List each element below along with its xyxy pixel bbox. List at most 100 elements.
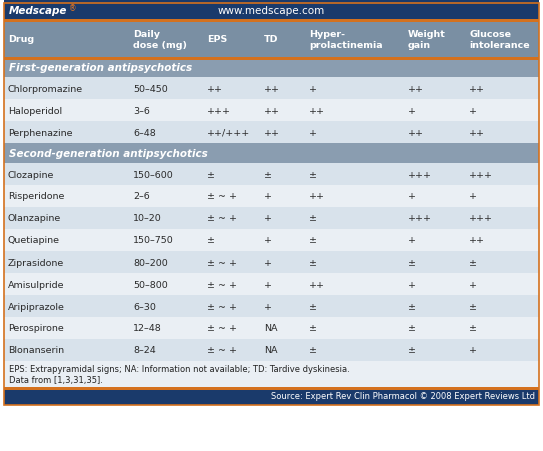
Text: 50–800: 50–800: [133, 280, 168, 289]
Text: ±: ±: [310, 346, 317, 355]
Text: ± ~ +: ± ~ +: [207, 214, 237, 223]
Text: +: +: [264, 302, 272, 311]
Text: Aripiprazole: Aripiprazole: [8, 302, 65, 311]
Text: ± ~ +: ± ~ +: [207, 302, 237, 311]
Text: 150–600: 150–600: [133, 170, 174, 179]
Text: NA: NA: [264, 324, 278, 333]
Text: +: +: [310, 84, 317, 93]
Text: +: +: [408, 192, 416, 201]
Text: 2–6: 2–6: [133, 192, 150, 201]
Text: ±: ±: [310, 170, 317, 179]
Text: Perospirone: Perospirone: [8, 324, 64, 333]
Text: ±: ±: [310, 236, 317, 245]
Text: ±: ±: [207, 236, 214, 245]
Text: +++: +++: [408, 214, 432, 223]
Text: ++: ++: [264, 84, 280, 93]
Text: +: +: [264, 280, 272, 289]
Text: TD: TD: [264, 36, 279, 44]
Text: ++: ++: [408, 128, 424, 137]
Text: +: +: [264, 192, 272, 201]
Bar: [4, 122, 539, 144]
Text: 80–200: 80–200: [133, 258, 168, 267]
Text: Drug: Drug: [8, 36, 34, 44]
Text: ±: ±: [310, 258, 317, 267]
Text: +: +: [264, 258, 272, 267]
Text: ±: ±: [469, 258, 477, 267]
Text: Clozapine: Clozapine: [8, 170, 54, 179]
Text: Second-generation antipsychotics: Second-generation antipsychotics: [9, 149, 208, 159]
Text: ++: ++: [264, 106, 280, 115]
Text: ±: ±: [408, 346, 416, 355]
Text: Glucose
intolerance: Glucose intolerance: [469, 30, 530, 50]
Text: +: +: [408, 280, 416, 289]
Text: ±: ±: [469, 324, 477, 333]
Bar: [4, 207, 539, 230]
Text: 150–750: 150–750: [133, 236, 174, 245]
Bar: [4, 22, 539, 58]
Text: ±: ±: [408, 258, 416, 267]
Text: Ziprasidone: Ziprasidone: [8, 258, 64, 267]
Text: ++: ++: [310, 192, 325, 201]
Text: ±: ±: [408, 302, 416, 311]
Text: 3–6: 3–6: [133, 106, 150, 115]
Text: +: +: [469, 280, 477, 289]
Bar: [4, 100, 539, 122]
Text: ±: ±: [264, 170, 272, 179]
Text: ± ~ +: ± ~ +: [207, 346, 237, 355]
Text: +: +: [264, 236, 272, 245]
Text: Weight
gain: Weight gain: [408, 30, 446, 50]
Text: Data from [1,3,31,35].: Data from [1,3,31,35].: [9, 376, 103, 385]
Text: ± ~ +: ± ~ +: [207, 324, 237, 333]
Bar: [4, 164, 539, 186]
Text: +++: +++: [469, 170, 493, 179]
Text: First-generation antipsychotics: First-generation antipsychotics: [9, 63, 192, 73]
Text: +: +: [408, 236, 416, 245]
Text: Olanzapine: Olanzapine: [8, 214, 61, 223]
Bar: [4, 78, 539, 100]
Bar: [4, 295, 539, 318]
Bar: [4, 58, 539, 60]
Text: ++: ++: [207, 84, 223, 93]
Bar: [4, 387, 539, 390]
Text: Chlorpromazine: Chlorpromazine: [8, 84, 83, 93]
Text: +: +: [469, 346, 477, 355]
Text: Risperidone: Risperidone: [8, 192, 65, 201]
Text: +: +: [469, 192, 477, 201]
Bar: [4, 273, 539, 295]
Bar: [4, 230, 539, 252]
Text: ± ~ +: ± ~ +: [207, 192, 237, 201]
Bar: [4, 4, 539, 405]
Text: Source: Expert Rev Clin Pharmacol © 2008 Expert Reviews Ltd: Source: Expert Rev Clin Pharmacol © 2008…: [271, 391, 535, 400]
Text: 50–450: 50–450: [133, 84, 168, 93]
Text: Perphenazine: Perphenazine: [8, 128, 73, 137]
Text: ±: ±: [310, 302, 317, 311]
Text: EPS: EPS: [207, 36, 227, 44]
Bar: [4, 186, 539, 207]
Text: ++: ++: [310, 106, 325, 115]
Text: ++: ++: [469, 84, 485, 93]
Bar: [4, 387, 539, 405]
Text: NA: NA: [264, 346, 278, 355]
Bar: [4, 339, 539, 361]
Text: ±: ±: [310, 324, 317, 333]
Text: EPS: Extrapyramidal signs; NA: Information not available; TD: Tardive dyskinesia: EPS: Extrapyramidal signs; NA: Informati…: [9, 365, 350, 374]
Text: Blonanserin: Blonanserin: [8, 346, 64, 355]
Text: +++: +++: [207, 106, 231, 115]
Text: ++: ++: [408, 84, 424, 93]
Text: ++: ++: [310, 280, 325, 289]
Text: ± ~ +: ± ~ +: [207, 280, 237, 289]
Text: ± ~ +: ± ~ +: [207, 258, 237, 267]
Text: Quetiapine: Quetiapine: [8, 236, 60, 245]
Text: 12–48: 12–48: [133, 324, 162, 333]
Bar: [4, 361, 539, 387]
Text: +: +: [469, 106, 477, 115]
Text: +: +: [408, 106, 416, 115]
Text: +++: +++: [408, 170, 432, 179]
Text: ++: ++: [264, 128, 280, 137]
Text: +: +: [264, 214, 272, 223]
Text: Hyper-
prolactinemia: Hyper- prolactinemia: [310, 30, 383, 50]
Text: +: +: [310, 128, 317, 137]
Text: ++/+++: ++/+++: [207, 128, 250, 137]
Text: 6–30: 6–30: [133, 302, 156, 311]
Bar: [4, 252, 539, 273]
